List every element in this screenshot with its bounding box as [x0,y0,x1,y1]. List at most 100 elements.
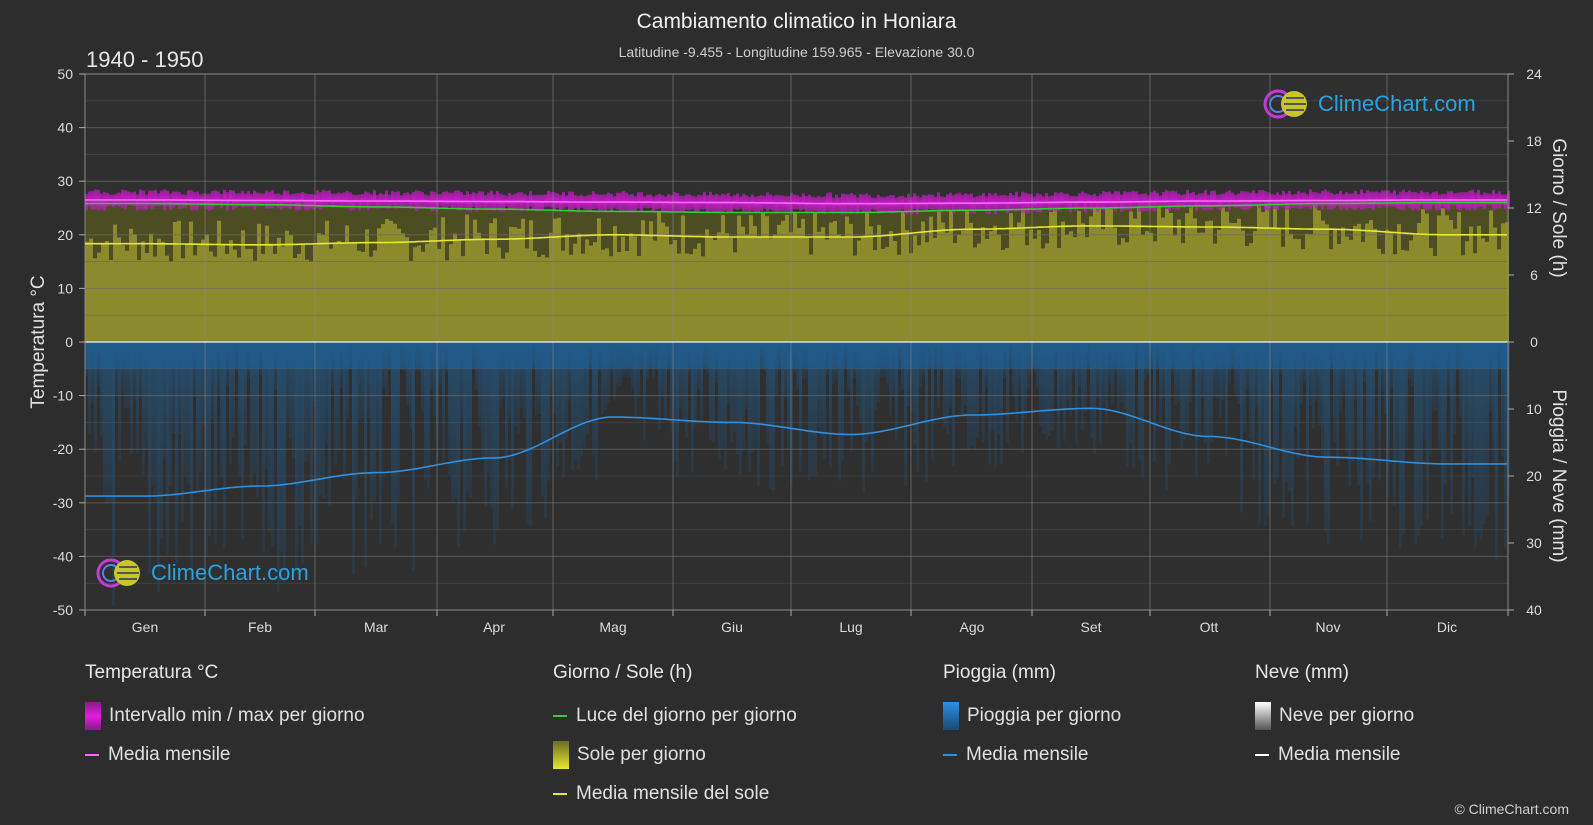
rain-bar [604,342,607,411]
rain-bar [1132,342,1135,469]
rain-bar [925,342,928,482]
rain-bar [190,342,193,581]
rain-bar [997,342,1000,435]
rain-bar [1195,342,1198,476]
month-label: Nov [1316,619,1341,635]
temp-range-bar [712,195,715,212]
temp-range-bar [1096,196,1099,212]
sun-bar [805,237,809,342]
month-label: Set [1080,619,1101,635]
sun-bar [973,247,977,342]
rain-bar [193,342,196,398]
temp-range-bar [241,190,244,208]
rain-bar [1276,342,1279,480]
temp-range-bar [952,195,955,214]
sun-bar [849,223,853,342]
temp-range-bar [1045,193,1048,209]
rain-bar [178,342,181,435]
rain-bar [202,342,205,426]
sun-bar [1137,207,1141,342]
sun-bar [1273,206,1277,342]
temp-range-bar [1393,190,1396,207]
logo-top[interactable]: ClimeChart.com [1262,88,1476,120]
rain-bar [337,342,340,451]
rain-bar [562,342,565,478]
sun-bar [181,258,185,342]
sun-bar [1009,213,1013,342]
rain-bar [766,342,769,444]
sun-bar [317,233,321,342]
rain-bar [1015,342,1018,422]
rain-bar [1075,342,1078,445]
sun-bar [461,256,465,342]
sun-bar [633,236,637,342]
sun-bar [217,220,221,342]
temp-range-bar [1015,191,1018,212]
rain-bar [820,342,823,438]
temp-range-bar [1102,191,1105,212]
rain-bar [124,342,127,409]
sun-bar [757,236,761,342]
rain-bar [1477,342,1480,533]
legend-snow-daily: Neve per giorno [1255,696,1414,735]
legend-sun-mean-label: Media mensile del sole [576,782,770,804]
rain-bar [391,342,394,524]
logo-bottom[interactable]: ClimeChart.com [95,557,309,589]
rain-bar [487,342,490,474]
sun-bar [433,227,437,342]
temp-range-bar [154,189,157,207]
temp-range-bar [535,194,538,212]
sun-bar [1369,220,1373,342]
sun-bar [349,242,353,342]
temp-range-bar [547,190,550,207]
legend-daylight: Luce del giorno per giorno [553,696,797,735]
temp-range-bar [787,196,790,214]
sun-bar [981,227,985,342]
sun-bar [1365,223,1369,342]
rain-bar [1048,342,1051,437]
temp-range-bar [1252,190,1255,207]
sun-bar [593,242,597,342]
sun-bar [481,238,485,342]
temp-range-bar [631,193,634,213]
temp-range-bar [1351,193,1354,210]
temp-range-bar [442,191,445,209]
temp-range-bar [715,193,718,214]
temp-range-bar [1411,192,1414,211]
rain-bar [943,342,946,428]
sun-bar [241,230,245,342]
sun-bar [1461,255,1465,342]
sun-bar [581,253,585,342]
rain-bar [1429,342,1432,456]
sun-bar [641,220,645,342]
temp-range-bar [985,196,988,214]
sun-bar [1377,248,1381,342]
sun-bar [637,256,641,342]
sun-bar [1441,208,1445,342]
temp-range-bar [541,194,544,212]
left-tick-label: -10 [53,388,73,404]
rain-bar [685,342,688,438]
sun-bar [285,230,289,342]
rain-bar [358,342,361,421]
sun-bar [157,238,161,342]
sun-bar [929,216,933,342]
temp-range-bar [1384,190,1387,207]
sun-bar [681,215,685,342]
legend-snow-mean-label: Media mensile [1278,743,1401,765]
sun-bar [749,215,753,342]
sun-bar [453,233,457,342]
sun-bar [1037,230,1041,342]
temp-range-bar [1033,196,1036,211]
rain-bar [1120,342,1123,403]
rain-bar [754,342,757,451]
rain-mean-line [85,407,1507,497]
sun-bar [305,259,309,342]
temp-range-bar [604,194,607,213]
rain-bar [1285,342,1288,483]
rain-bar [229,342,232,464]
rain-bar [643,342,646,441]
sun-bar [1409,240,1413,342]
rain-swatch [943,701,959,730]
